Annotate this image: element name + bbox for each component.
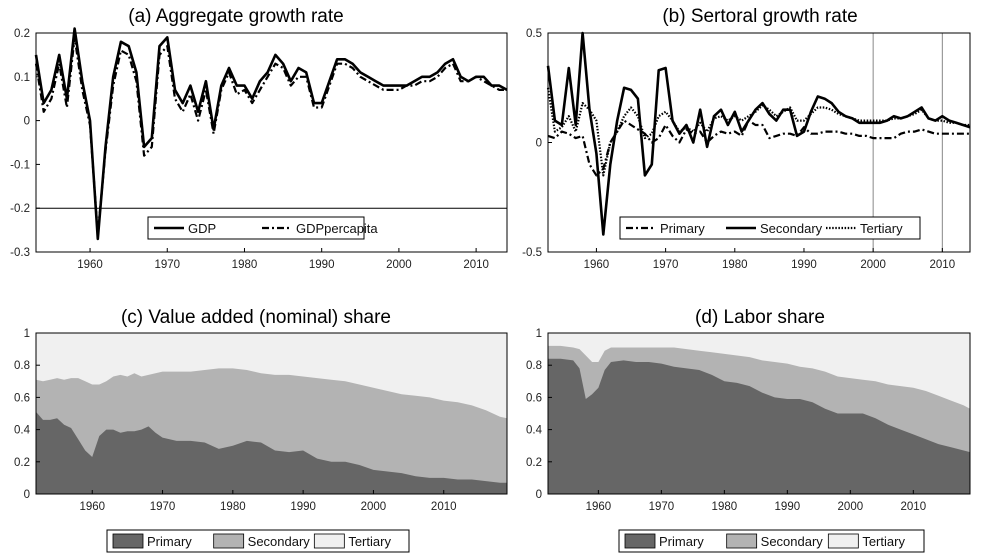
legend-swatch-secondary <box>726 533 758 549</box>
legend: Primary Secondary Tertiary <box>106 529 410 553</box>
y-tick-label: -0.2 <box>10 203 30 215</box>
y-tick-label: 0.4 <box>14 425 31 437</box>
panel-value-added-share: (c) Value added (nominal) share 1960 1970… <box>14 307 508 553</box>
plot-area: 1960 1970 1980 1990 2000 2010 0.2 0.1 0 -0.1 -0.2 -… <box>10 27 508 271</box>
axes-frame <box>35 32 508 253</box>
y-tick-label: -0.1 <box>10 159 30 171</box>
y-tick-label: 0.1 <box>14 72 30 84</box>
legend: Primary Secondary Tertiary <box>619 216 921 240</box>
x-tick-label: 1970 <box>154 259 180 271</box>
y-tick-label: 0.6 <box>14 392 30 404</box>
x-tick-label: 1970 <box>150 501 176 513</box>
legend-swatch-secondary <box>213 533 245 549</box>
x-tick-label: 1980 <box>712 501 738 513</box>
legend-swatch-primary <box>624 533 656 549</box>
area-primary <box>36 411 507 494</box>
legend-label: Tertiary <box>862 534 905 549</box>
axes-frame <box>547 332 971 495</box>
x-tick-label: 1980 <box>232 259 258 271</box>
chart-title: (b) Sertoral growth rate <box>662 6 857 27</box>
y-tick-label: 0 <box>536 489 542 501</box>
y-tick-label: 0.4 <box>526 425 543 437</box>
x-tick-label: 2010 <box>930 259 956 271</box>
panel-sectoral-growth: (b) Sertoral growth rate 1960 1970 1980 199… <box>522 6 971 271</box>
legend-label: Secondary <box>760 221 823 236</box>
series-line-tertiary <box>546 87 970 177</box>
legend-box <box>147 216 365 240</box>
x-tick-label: 1990 <box>775 501 801 513</box>
y-tick-label: -0.3 <box>10 247 30 259</box>
y-tick-label: 1 <box>24 328 30 340</box>
chart-title: (d) Labor share <box>695 307 825 328</box>
plot-area: 1960 1970 1980 1990 2000 2010 1 0.8 0.6 0.4 0.2 0 Pr… <box>526 328 971 553</box>
legend-label: Primary <box>659 534 704 549</box>
x-tick-label: 2010 <box>901 501 927 513</box>
x-tick-label: 1970 <box>653 259 679 271</box>
x-tick-label: 1960 <box>77 259 103 271</box>
x-tick-label: 1960 <box>584 259 610 271</box>
area-primary <box>548 358 970 494</box>
legend: GDP GDPpercapita <box>147 216 378 240</box>
legend-label: GDPpercapita <box>296 221 378 236</box>
x-tick-label: 2000 <box>386 259 412 271</box>
y-tick-label: 1 <box>536 328 542 340</box>
legend-label: GDP <box>188 221 216 236</box>
x-tick-label: 2000 <box>361 501 387 513</box>
y-tick-label: -0.5 <box>522 247 542 259</box>
x-tick-label: 1980 <box>722 259 748 271</box>
y-tick-label: 0.8 <box>14 360 30 372</box>
legend-label: Secondary <box>761 534 824 549</box>
plot-area: 1960 1970 1980 1990 2000 2010 1 0.8 0.6 0.4 0.2 0 Pr… <box>14 328 508 553</box>
legend-label: Secondary <box>248 534 311 549</box>
y-tick-label: 0.8 <box>526 360 542 372</box>
legend-swatch-tertiary <box>313 533 345 549</box>
legend-swatch-tertiary <box>827 533 859 549</box>
y-tick-label: 0.6 <box>526 392 542 404</box>
legend-label: Primary <box>660 221 705 236</box>
plot-area: 1960 1970 1980 1990 2000 2010 0.5 0 -0.5 Primary S… <box>522 28 971 271</box>
series-line-gdppercapita <box>34 36 507 236</box>
x-tick-label: 1990 <box>290 501 316 513</box>
x-tick-label: 2010 <box>431 501 457 513</box>
chart-title: (a) Aggregate growth rate <box>128 6 343 27</box>
legend-label: Tertiary <box>348 534 391 549</box>
x-tick-label: 2000 <box>860 259 886 271</box>
y-tick-label: 0 <box>24 489 30 501</box>
x-tick-label: 1990 <box>309 259 335 271</box>
x-tick-label: 1980 <box>220 501 246 513</box>
chart-title: (c) Value added (nominal) share <box>121 307 391 328</box>
x-tick-label: 1970 <box>649 501 675 513</box>
x-tick-label: 2000 <box>838 501 864 513</box>
legend-box <box>619 216 921 240</box>
y-tick-label: 0 <box>536 138 542 150</box>
panel-labor-share: (d) Labor share 1960 1970 1980 1990 2000 2010… <box>526 307 971 553</box>
legend-swatch-primary <box>112 533 144 549</box>
y-tick-label: 0.5 <box>526 28 542 40</box>
y-tick-label: 0.2 <box>526 457 542 469</box>
legend: Primary Secondary Tertiary <box>618 529 925 553</box>
x-tick-label: 1960 <box>586 501 612 513</box>
y-tick-label: 0.2 <box>14 28 30 40</box>
x-tick-label: 2010 <box>463 259 489 271</box>
legend-label: Primary <box>147 534 192 549</box>
panel-aggregate-growth: (a) Aggregate growth rate 1960 1970 1980 19… <box>10 6 508 271</box>
series-line-secondary <box>546 31 971 236</box>
x-tick-label: 1960 <box>79 501 105 513</box>
series-line-gdp <box>34 27 508 241</box>
series-line-primary <box>547 119 970 177</box>
axes-frame <box>35 332 508 495</box>
legend-label: Tertiary <box>860 221 903 236</box>
y-tick-label: 0.2 <box>14 457 30 469</box>
x-tick-label: 1990 <box>791 259 817 271</box>
y-tick-label: 0 <box>24 116 30 128</box>
